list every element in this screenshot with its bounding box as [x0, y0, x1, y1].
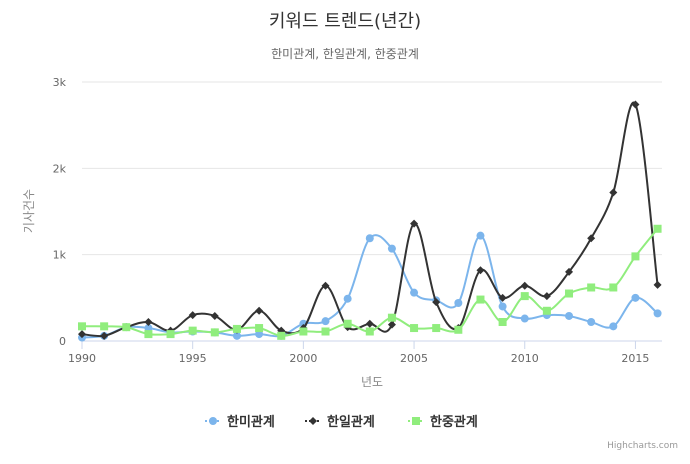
legend-label: 한미관계 [227, 414, 275, 430]
data-point[interactable] [343, 319, 352, 328]
data-point[interactable] [454, 299, 463, 308]
data-point[interactable] [144, 330, 153, 339]
legend-marker [412, 417, 420, 425]
data-point[interactable] [78, 322, 86, 331]
series-group [78, 100, 662, 342]
series-2 [78, 100, 662, 340]
data-point[interactable] [410, 219, 419, 228]
data-point[interactable] [565, 267, 574, 276]
data-point[interactable] [255, 330, 264, 339]
data-point[interactable] [321, 281, 330, 290]
legend-marker [309, 417, 317, 425]
data-point[interactable] [520, 281, 529, 290]
data-point[interactable] [321, 327, 330, 336]
data-point[interactable] [498, 318, 507, 327]
data-point[interactable] [144, 324, 153, 333]
y-axis-ticks: 0 1k 2k 3k [53, 76, 67, 348]
data-point[interactable] [587, 318, 596, 327]
data-point[interactable] [454, 325, 463, 334]
data-point[interactable] [188, 326, 197, 335]
data-point[interactable] [100, 322, 109, 331]
x-tick-label: 2010 [511, 352, 539, 365]
y-tick-label: 0 [59, 335, 66, 348]
data-point[interactable] [520, 314, 529, 323]
data-point[interactable] [387, 320, 396, 329]
data-point[interactable] [631, 100, 640, 109]
data-point[interactable] [387, 313, 396, 322]
x-tick-label: 2005 [400, 352, 428, 365]
y-tick-label: 1k [53, 249, 67, 262]
data-point[interactable] [410, 288, 419, 297]
legend-item[interactable]: 한미관계 [205, 414, 275, 430]
data-point[interactable] [653, 280, 662, 289]
legend-item[interactable]: 한중관계 [408, 414, 478, 430]
x-axis: 1990 1995 2000 2005 2010 2015 [68, 340, 662, 365]
credits-link[interactable]: Highcharts.com [607, 441, 678, 451]
data-point[interactable] [410, 324, 419, 333]
data-point[interactable] [587, 234, 596, 243]
data-point[interactable] [277, 331, 286, 340]
data-point[interactable] [188, 311, 197, 320]
series-line [81, 101, 659, 338]
y-tick-label: 2k [53, 162, 67, 175]
legend-label: 한일관계 [327, 414, 375, 430]
x-tick-label: 1990 [68, 352, 96, 365]
chart-title: 키워드 트렌드(년간) [269, 11, 421, 32]
data-point[interactable] [653, 224, 662, 233]
data-point[interactable] [255, 324, 264, 333]
data-point[interactable] [78, 330, 86, 339]
data-point[interactable] [365, 327, 374, 336]
data-point[interactable] [609, 188, 618, 197]
data-point[interactable] [122, 323, 131, 332]
data-point[interactable] [631, 252, 640, 261]
data-point[interactable] [565, 289, 574, 298]
x-tick-label: 1995 [179, 352, 207, 365]
data-point[interactable] [166, 330, 175, 339]
legend-item[interactable]: 한일관계 [305, 414, 375, 430]
data-point[interactable] [232, 331, 241, 340]
data-point[interactable] [565, 311, 574, 320]
data-point[interactable] [100, 331, 109, 340]
x-tick-label: 2015 [621, 352, 649, 365]
chart-subtitle: 한미관계, 한일관계, 한중관계 [271, 47, 419, 61]
data-point[interactable] [255, 306, 264, 315]
data-point[interactable] [432, 298, 441, 307]
data-point[interactable] [609, 283, 618, 292]
data-point[interactable] [210, 328, 219, 337]
data-point[interactable] [232, 324, 241, 333]
data-point[interactable] [144, 318, 153, 327]
grid-lines [82, 81, 662, 256]
data-point[interactable] [365, 319, 374, 328]
data-point[interactable] [609, 322, 618, 331]
data-point[interactable] [476, 231, 485, 240]
data-point[interactable] [498, 302, 507, 311]
data-point[interactable] [498, 293, 507, 302]
legend: 한미관계 한일관계 한중관계 [205, 414, 478, 430]
data-point[interactable] [476, 266, 485, 275]
data-point[interactable] [631, 293, 640, 302]
x-axis-title: 년도 [361, 375, 383, 389]
data-point[interactable] [432, 324, 441, 333]
legend-marker [209, 417, 217, 425]
legend-label: 한중관계 [430, 414, 478, 430]
data-point[interactable] [653, 309, 662, 318]
data-point[interactable] [542, 306, 551, 315]
series-3 [78, 224, 662, 340]
data-point[interactable] [321, 317, 330, 326]
y-tick-label: 3k [53, 76, 67, 89]
data-point[interactable] [387, 244, 396, 253]
data-point[interactable] [210, 311, 219, 320]
data-point[interactable] [542, 292, 551, 301]
y-axis-title: 기사건수 [22, 189, 36, 233]
data-point[interactable] [365, 234, 374, 243]
data-point[interactable] [520, 292, 529, 301]
data-point[interactable] [587, 283, 596, 292]
data-point[interactable] [299, 327, 308, 336]
x-tick-label: 2000 [289, 352, 317, 365]
data-point[interactable] [343, 294, 352, 303]
data-point[interactable] [476, 295, 485, 304]
